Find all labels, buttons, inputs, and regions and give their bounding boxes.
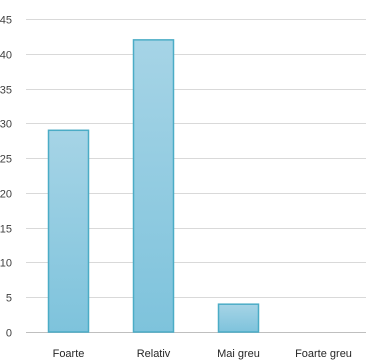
bar-relativ: [132, 39, 175, 333]
y-tick-label: 40: [0, 50, 12, 62]
y-tick-label: 45: [0, 15, 12, 27]
y-tick-label: 30: [0, 119, 12, 131]
y-tick-label: 5: [6, 293, 12, 305]
bar-foarte: [47, 129, 90, 333]
x-category-label: Relativ: [137, 348, 171, 360]
x-axis-labels: Foarte Relativ Mai greu Foarte greu: [53, 348, 352, 360]
y-tick-label: 10: [0, 258, 12, 270]
x-category-label: Foarte: [53, 348, 85, 360]
y-tick-label: 15: [0, 224, 12, 236]
x-category-label: Foarte greu: [295, 348, 352, 360]
y-tick-label: 0: [6, 328, 12, 340]
bars: [47, 39, 260, 333]
y-tick-label: 20: [0, 189, 12, 201]
x-category-label: Mai greu: [217, 348, 260, 360]
bar-mai-greu: [217, 303, 260, 333]
y-axis-ticks: 0 5 10 15 20 25 30 35 40 45: [0, 15, 12, 340]
y-tick-label: 25: [0, 154, 12, 166]
y-tick-label: 35: [0, 85, 12, 97]
